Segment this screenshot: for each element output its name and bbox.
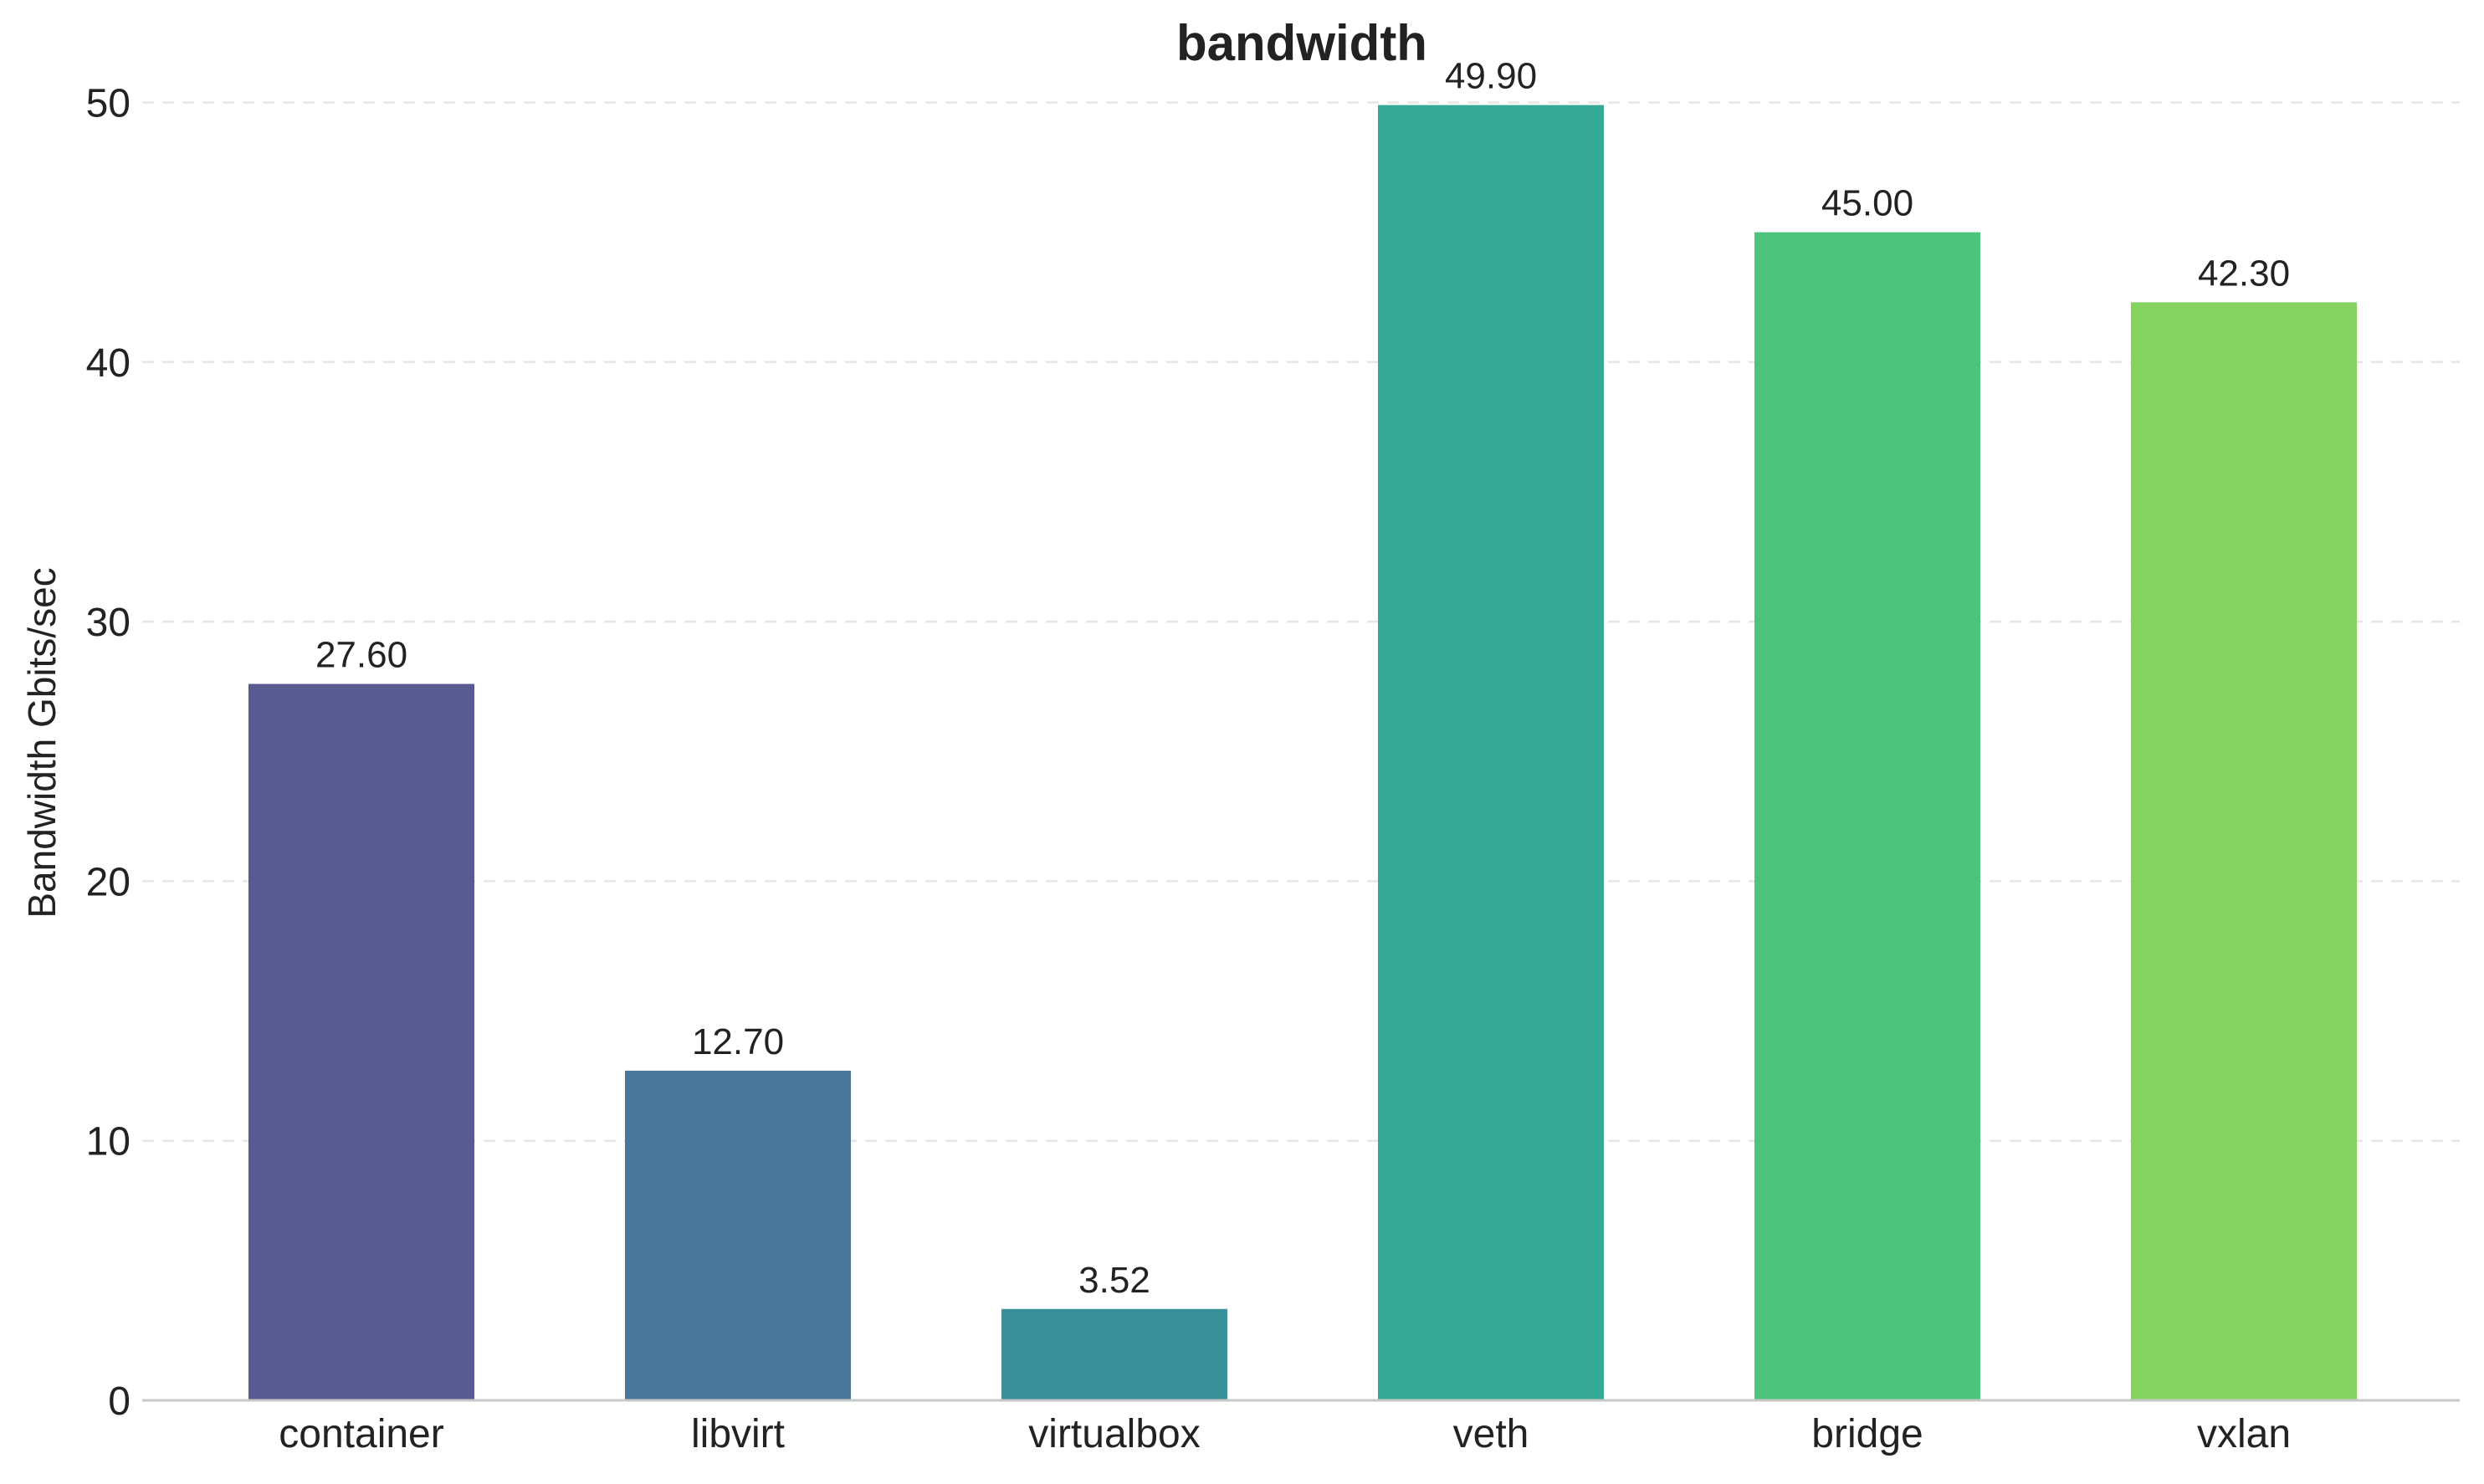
x-tick-label: veth (1453, 1412, 1529, 1456)
x-tick-label: container (279, 1412, 443, 1456)
value-label: 49.90 (1445, 56, 1537, 97)
y-axis-ticks: 0 10 20 30 40 50 (86, 81, 131, 1424)
x-tick-label: vxlan (2197, 1412, 2291, 1456)
bar-veth (1378, 105, 1604, 1401)
x-axis-ticks: container libvirt virtualbox veth bridge vxla… (279, 1412, 2291, 1456)
grid-lines (142, 101, 2460, 1142)
y-tick-label: 40 (86, 341, 131, 386)
bar-vxlan (2131, 302, 2357, 1400)
value-labels: 27.60 12.70 3.52 49.90 45.00 42.30 (315, 56, 2290, 1301)
y-tick-label: 50 (86, 81, 131, 125)
bar-bridge (1754, 232, 1980, 1400)
value-label: 27.60 (315, 635, 407, 676)
chart-title: bandwidth (1176, 15, 1427, 71)
x-tick-label: bridge (1811, 1412, 1923, 1456)
bar-libvirt (625, 1070, 851, 1400)
value-label: 3.52 (1078, 1260, 1150, 1301)
y-tick-label: 10 (86, 1120, 131, 1164)
y-axis-label: Bandwidth Gbits/sec (20, 567, 64, 918)
bars (248, 105, 2357, 1401)
x-tick-label: libvirt (691, 1412, 785, 1456)
y-tick-label: 30 (86, 601, 131, 645)
y-tick-label: 0 (108, 1379, 131, 1424)
bar-virtualbox (1001, 1308, 1227, 1400)
bar-container (248, 683, 474, 1400)
value-label: 42.30 (2198, 253, 2290, 294)
value-label: 45.00 (1821, 183, 1913, 224)
value-label: 12.70 (692, 1021, 784, 1062)
x-tick-label: virtualbox (1028, 1412, 1200, 1456)
y-tick-label: 20 (86, 860, 131, 904)
